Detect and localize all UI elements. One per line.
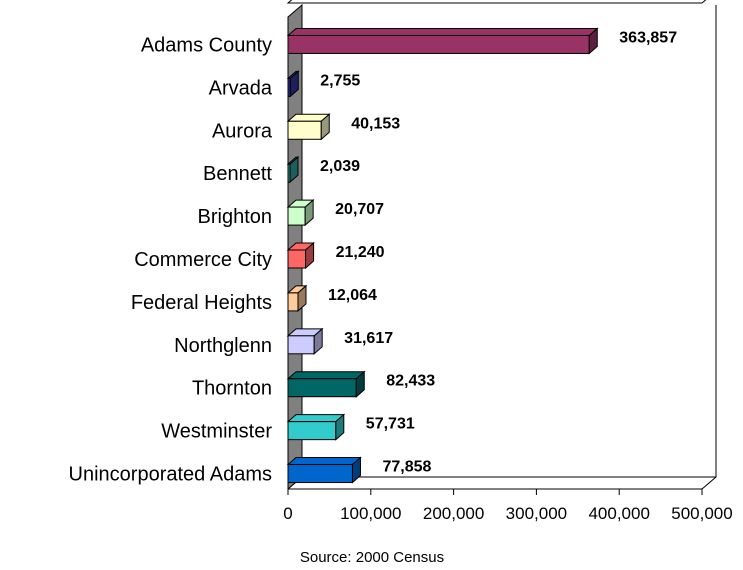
category-label: Northglenn [174, 335, 272, 357]
bar-northglenn [286, 327, 324, 355]
bar-top-face [286, 457, 362, 466]
category-label: Westminster [161, 421, 272, 443]
bar-side-face [335, 413, 345, 441]
bar-side-face [351, 456, 361, 484]
bar-thornton [286, 370, 366, 398]
bar-side-face [289, 70, 299, 98]
chart-back-wall [286, 0, 707, 4]
bar-front-face [287, 120, 322, 140]
bar-side-face [289, 156, 299, 184]
bar-front-face [287, 464, 353, 484]
value-label: 2,039 [320, 158, 360, 175]
bar-front-face [287, 335, 315, 355]
value-label: 21,240 [336, 244, 385, 261]
bar-front-face [287, 378, 357, 398]
bar-front-face [287, 34, 590, 54]
bar-top-face [286, 414, 346, 423]
x-tick-label: 300,000 [506, 504, 567, 523]
category-label: Brighton [198, 206, 273, 228]
value-label: 12,064 [328, 287, 377, 304]
value-label: 82,433 [386, 373, 435, 390]
bar-top-face [286, 27, 599, 36]
category-label: Arvada [209, 77, 273, 99]
bar-front-face [287, 292, 299, 312]
bar-front-face [287, 206, 306, 226]
x-tick-label: 400,000 [588, 504, 649, 523]
value-label: 2,755 [320, 72, 360, 89]
bar-side-face [320, 113, 330, 141]
bar-front-face [287, 249, 307, 269]
bar-arvada [286, 70, 300, 98]
category-label: Federal Heights [131, 292, 272, 314]
bar-side-face [305, 241, 315, 270]
bar-adams-county [286, 27, 599, 55]
category-label: Unincorporated Adams [69, 464, 272, 486]
bar-westminster [286, 413, 346, 441]
category-labels: Adams County Arvada Aurora Bennett Brighton C… [69, 34, 273, 485]
bar-aurora [286, 113, 331, 141]
bar-side-face [313, 327, 323, 355]
category-label: Adams County [141, 34, 272, 56]
bar-front-face [287, 421, 337, 441]
x-tick-label: 100,000 [340, 504, 401, 523]
bar-side-face [588, 27, 598, 55]
value-labels: 363,857 2,755 40,153 2,039 20,707 21,240 12,06… [320, 29, 677, 475]
value-label: 363,857 [619, 29, 677, 46]
bar-side-face [297, 284, 307, 313]
x-tick-label: 500,000 [671, 504, 732, 523]
value-label: 20,707 [335, 201, 384, 218]
value-label: 77,858 [382, 459, 431, 476]
x-axis: 0 100,000 200,000 300,000 400,000 500,000 [283, 488, 733, 523]
bars-group [286, 27, 599, 484]
category-label: Thornton [192, 378, 272, 400]
bar-bennett [286, 156, 300, 184]
value-label: 40,153 [351, 115, 400, 132]
bar-top-face [286, 371, 366, 380]
bar-commerce-city [286, 241, 315, 270]
bar-side-face [355, 370, 365, 398]
value-label: 57,731 [366, 416, 415, 433]
category-label: Commerce City [134, 249, 272, 271]
category-label: Aurora [212, 120, 273, 142]
x-tick-label: 200,000 [423, 504, 484, 523]
bar-brighton [286, 198, 315, 227]
value-label: 31,617 [344, 330, 393, 347]
source-note: Source: 2000 Census [300, 549, 444, 566]
bar-side-face [304, 198, 314, 227]
x-tick-label: 0 [283, 504, 292, 523]
bar-unincorporated-adams [286, 456, 362, 484]
bar-federal-heights [286, 284, 308, 313]
category-label: Bennett [203, 163, 272, 185]
